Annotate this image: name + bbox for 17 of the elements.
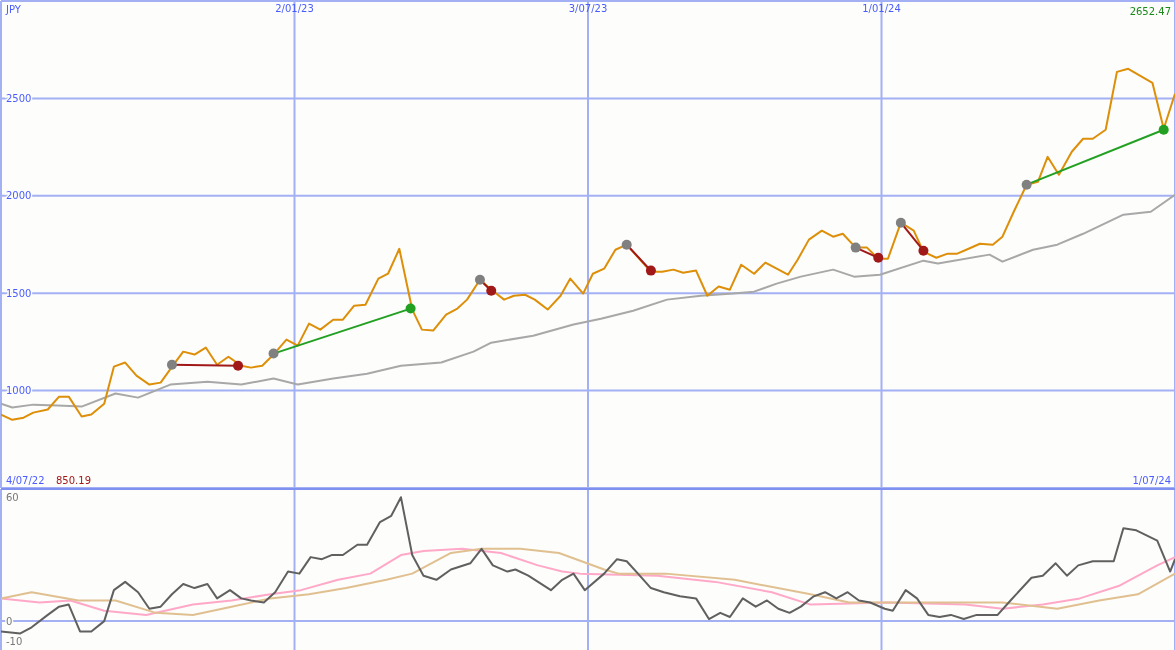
annotation: 1/07/24: [1132, 475, 1171, 486]
y-tick-label: 2000: [6, 190, 32, 202]
y-tick-label: 1500: [6, 287, 32, 299]
line-series: [1, 547, 1175, 616]
x-tick-label: 2/01/23: [275, 3, 314, 14]
annotation: 4/07/22: [6, 475, 45, 486]
x-tick-label: 3/07/23: [568, 3, 608, 14]
annotation: 850.19: [56, 475, 91, 486]
line-series: [1, 67, 1175, 421]
y-axis-title: JPY: [6, 4, 21, 15]
y-tick-label: 2500: [6, 92, 32, 104]
y-tick-label: -10: [6, 636, 23, 648]
y-tick-label: 1000: [6, 385, 32, 397]
line-series: [1, 193, 1175, 409]
annotation: 2652.47: [1129, 6, 1171, 17]
y-tick-label: 60: [6, 491, 19, 503]
x-tick-label: 1/01/24: [862, 3, 901, 14]
